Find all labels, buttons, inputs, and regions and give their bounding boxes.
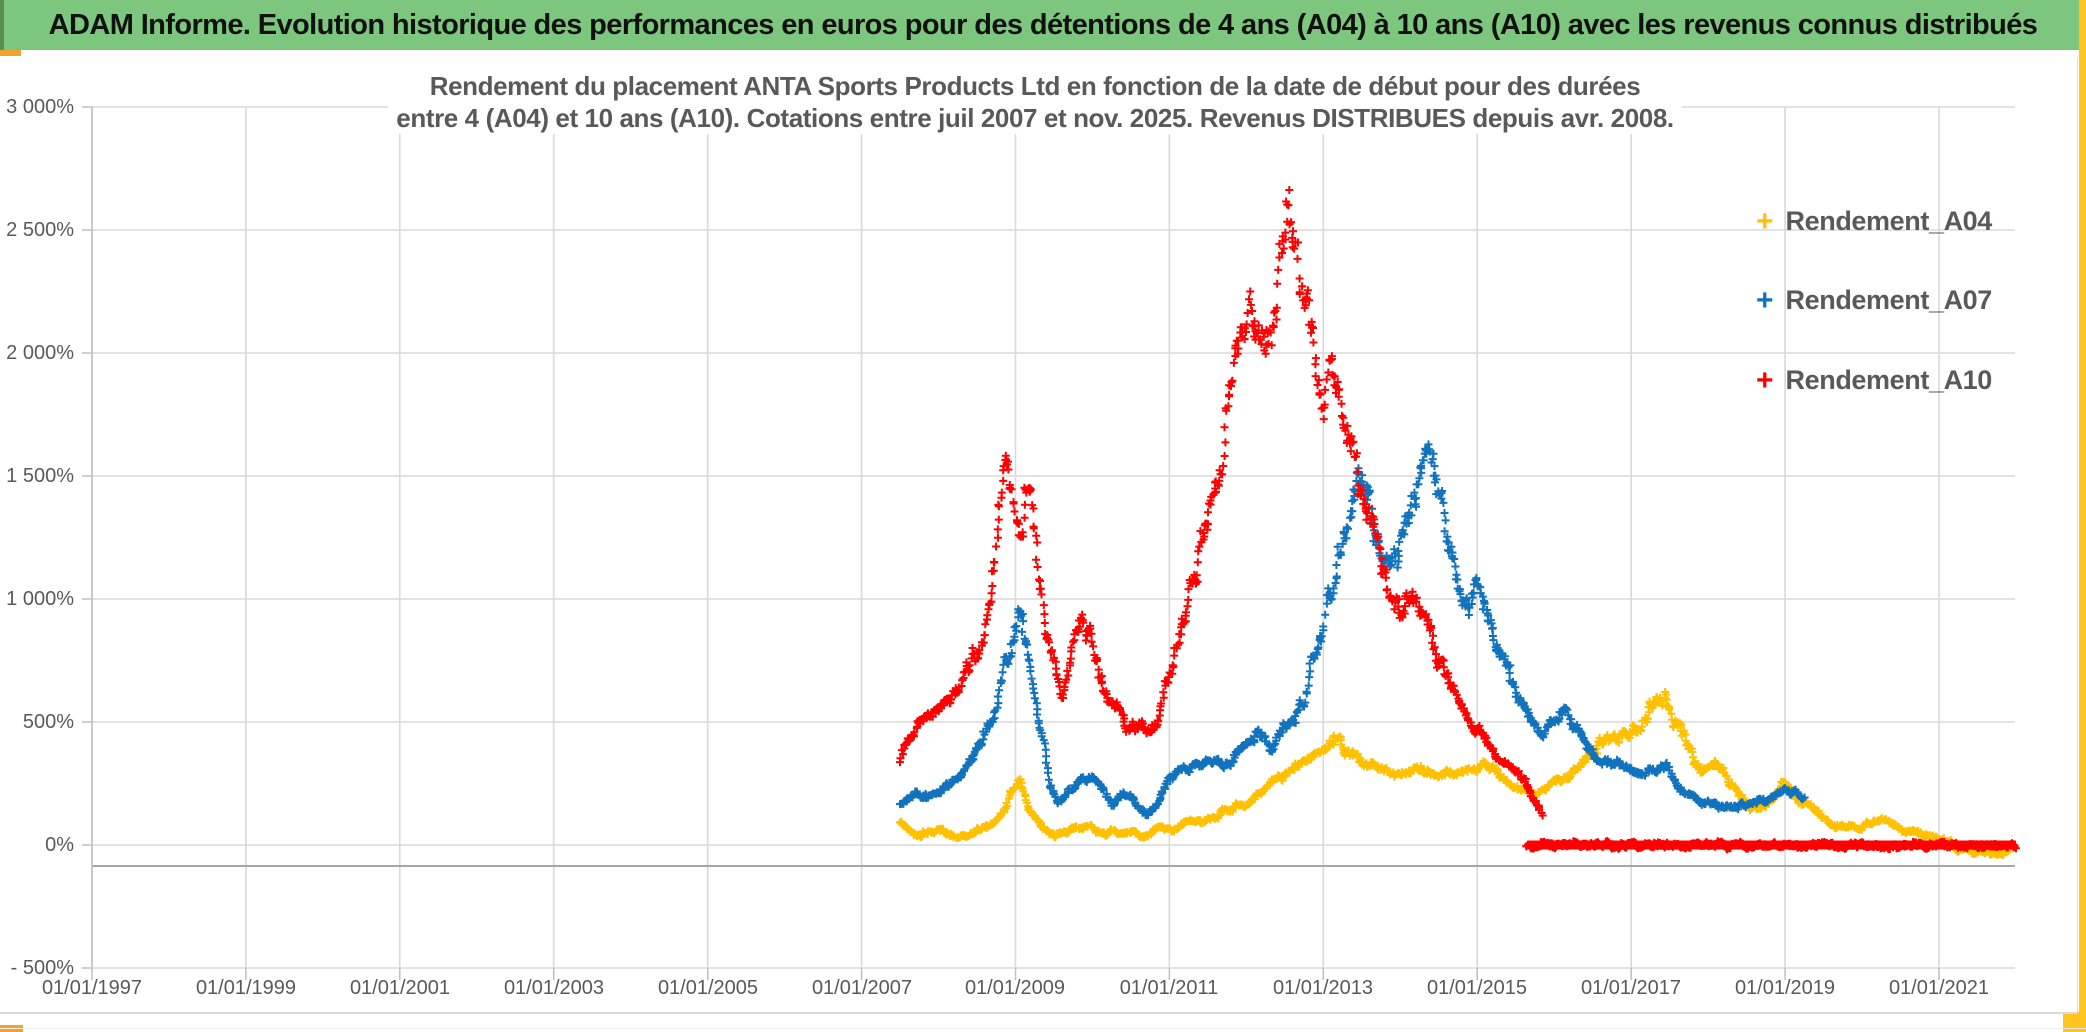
chart-frame-right-border: [2077, 57, 2078, 1013]
x-axis-label: 01/01/2019: [1734, 977, 1836, 999]
plus-marker-icon: +: [1756, 283, 1774, 317]
chart-title-line2: entre 4 (A04) et 10 ans (A10). Cotations…: [388, 102, 1682, 134]
gold-accent-top-left: [0, 50, 21, 56]
legend-item-a10[interactable]: + Rendement_A10: [1756, 365, 1992, 396]
header-left-edge-accent: [0, 0, 4, 50]
y-axis-label: 3 000%: [6, 96, 74, 118]
gold-accent-bottom-right: [2063, 1012, 2086, 1032]
x-axis-label: 01/01/1999: [195, 977, 297, 999]
y-axis-label: 1 500%: [6, 465, 74, 487]
x-axis-label: 01/01/1997: [41, 977, 143, 999]
x-axis-label: 01/01/2001: [349, 977, 451, 999]
legend-label-a10: Rendement_A10: [1785, 365, 1993, 395]
y-axis-label: - 500%: [10, 957, 74, 979]
gold-accent-right-stripe: [2079, 0, 2086, 1032]
x-axis-label: 01/01/2009: [964, 977, 1066, 999]
y-axis-label: 2 000%: [6, 342, 74, 364]
chart-title-line1: Rendement du placement ANTA Sports Produ…: [421, 70, 1649, 102]
y-axis-label: 500%: [22, 711, 74, 733]
x-axis-label: 01/01/2013: [1272, 977, 1374, 999]
x-axis-label: 01/01/2017: [1580, 977, 1682, 999]
chart-title: Rendement du placement ANTA Sports Produ…: [0, 70, 2070, 134]
plus-marker-icon: +: [1756, 363, 1774, 397]
header-title: ADAM Informe. Evolution historique des p…: [48, 8, 2038, 41]
x-axis-label: 01/01/2003: [503, 977, 605, 999]
legend-label-a04: Rendement_A04: [1785, 206, 1993, 236]
x-axis-label: 01/01/2011: [1119, 977, 1219, 999]
x-axis-label: 01/01/2005: [657, 977, 759, 999]
series-Rendement_A07-points: [896, 440, 1809, 820]
y-axis-label: 0%: [45, 834, 74, 856]
plus-marker-icon: +: [1756, 204, 1774, 238]
x-axis-label: 01/01/2021: [1888, 977, 1990, 999]
legend-label-a07: Rendement_A07: [1785, 285, 1993, 315]
series-Rendement_A10-points: [896, 186, 1547, 820]
x-axis-label: 01/01/2007: [811, 977, 913, 999]
y-axis-label: 2 500%: [6, 219, 74, 241]
header-banner: ADAM Informe. Evolution historique des p…: [0, 0, 2086, 50]
chart-frame-bottom-border: [0, 1012, 2077, 1014]
legend-item-a07[interactable]: + Rendement_A07: [1756, 285, 1992, 316]
y-axis-label: 1 000%: [6, 588, 74, 610]
series-Rendement_A10-flat-points: [1522, 837, 2020, 854]
legend-item-a04[interactable]: + Rendement_A04: [1756, 206, 1992, 237]
series-Rendement_A04-points: [895, 688, 2019, 859]
slide-bottom-edge: [0, 1028, 2086, 1029]
x-axis-label: 01/01/2015: [1426, 977, 1528, 999]
